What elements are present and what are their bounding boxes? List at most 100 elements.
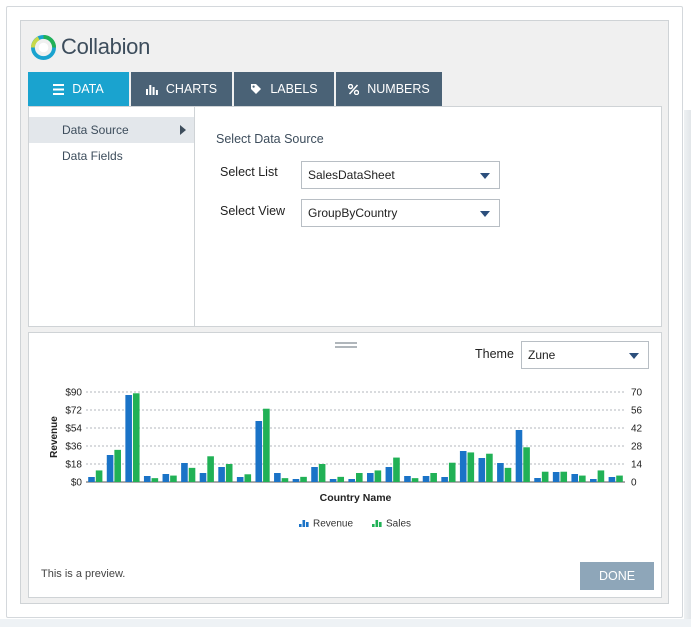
revenue-bar — [534, 478, 541, 482]
sales-bar — [151, 478, 159, 482]
sales-bar — [504, 467, 512, 482]
sales-bar — [300, 476, 307, 482]
preview-note: This is a preview. — [41, 568, 126, 580]
legend-swatch-bar — [299, 524, 302, 527]
sidebar-item-label: Data Source — [62, 123, 129, 137]
select-view-label: Select View — [220, 204, 286, 218]
y2-tick-label: 56 — [631, 406, 643, 417]
revenue-bar — [143, 476, 151, 482]
bar-chart-icon — [145, 84, 158, 95]
caret-down-icon — [480, 173, 490, 179]
legend-swatch-bar — [375, 520, 379, 527]
sales-bar — [244, 474, 252, 482]
revenue-bar — [236, 477, 244, 482]
revenue-bar — [404, 476, 411, 482]
legend-sales-label: Sales — [386, 519, 411, 530]
resize-handle[interactable] — [335, 342, 357, 348]
revenue-bar — [366, 473, 374, 482]
revenue-bar — [515, 430, 523, 482]
sales-bar — [114, 449, 121, 482]
y-tick-label: $0 — [71, 478, 83, 489]
revenue-bar — [552, 472, 560, 482]
tab-charts[interactable]: CHARTS — [131, 72, 232, 106]
theme-dropdown[interactable]: Zune — [521, 341, 649, 369]
sales-bar — [374, 470, 382, 482]
revenue-bar — [311, 467, 318, 482]
revenue-bar — [162, 474, 170, 482]
y-tick-label: $54 — [65, 424, 82, 435]
sales-bar — [393, 457, 400, 482]
legend-swatch-bar — [379, 522, 382, 527]
select-list-label: Select List — [220, 165, 278, 179]
theme-label: Theme — [475, 347, 514, 361]
tab-bar: DATA CHARTS LABELS NUMBERS — [28, 72, 444, 106]
sales-bar — [263, 408, 270, 482]
revenue-bar — [478, 458, 486, 482]
y-tick-label: $36 — [65, 442, 82, 453]
list-icon — [53, 83, 65, 95]
legend-revenue-label: Revenue — [313, 519, 353, 530]
sales-bar — [188, 467, 196, 482]
revenue-bar — [422, 476, 430, 482]
chart-wizard-panel: Collabion DATA CHARTS LABELS NUMBERS — [20, 20, 669, 604]
sales-bar — [597, 470, 605, 482]
sales-bar — [170, 475, 177, 482]
sales-bar — [560, 471, 568, 482]
app-name: Collabion — [61, 34, 151, 59]
percent-icon — [348, 83, 360, 95]
legend-swatch-bar — [302, 520, 306, 527]
sales-bar — [616, 475, 623, 482]
sales-bar — [411, 478, 419, 482]
revenue-bar — [274, 473, 281, 482]
data-config-area: Data Source Data Fields Select Data Sour… — [28, 106, 662, 327]
legend-swatch-bar — [372, 524, 375, 527]
select-list-dropdown[interactable]: SalesDataSheet — [301, 161, 500, 189]
revenue-bar — [385, 467, 393, 482]
tag-icon — [250, 83, 262, 95]
chevron-right-icon — [180, 125, 186, 135]
tab-data[interactable]: DATA — [28, 72, 129, 106]
window-edge — [684, 110, 691, 627]
window-bottom-edge — [0, 619, 691, 627]
y-axis-title: Revenue — [49, 416, 60, 458]
sales-bar — [207, 456, 214, 482]
revenue-bar — [292, 479, 300, 482]
revenue-bar — [459, 451, 467, 482]
done-button[interactable]: DONE — [580, 562, 654, 590]
select-view-dropdown[interactable]: GroupByCountry — [301, 199, 500, 227]
y-tick-label: $72 — [65, 406, 82, 417]
caret-down-icon — [480, 211, 490, 217]
data-sidebar: Data Source Data Fields — [29, 107, 195, 326]
sales-bar — [225, 464, 233, 482]
tab-numbers[interactable]: NUMBERS — [336, 72, 442, 106]
sales-bar — [95, 470, 103, 482]
y2-tick-label: 42 — [631, 424, 643, 435]
y2-tick-label: 14 — [631, 460, 643, 471]
revenue-bar — [329, 479, 337, 482]
tab-numbers-label: NUMBERS — [367, 82, 430, 96]
sales-bar — [448, 462, 456, 482]
caret-down-icon — [629, 353, 639, 359]
sales-bar — [430, 473, 437, 482]
theme-value: Zune — [528, 348, 556, 362]
sales-bar — [281, 478, 289, 482]
select-list-value: SalesDataSheet — [308, 168, 395, 182]
section-title: Select Data Source — [216, 132, 324, 146]
revenue-bar — [571, 474, 579, 482]
revenue-sales-chart: $0 $18 $36 $54 $72 $90 0 14 28 42 56 70 Revenue Count… — [49, 388, 643, 530]
revenue-bar — [106, 455, 114, 482]
tab-data-label: DATA — [72, 82, 104, 96]
y-tick-label: $18 — [65, 460, 82, 471]
sales-bar — [486, 453, 493, 482]
sales-bar — [132, 393, 140, 482]
tab-labels[interactable]: LABELS — [234, 72, 334, 106]
revenue-bar — [348, 479, 355, 482]
sidebar-item-data-source[interactable]: Data Source — [29, 117, 194, 143]
revenue-bar — [497, 463, 504, 482]
sales-bar — [523, 447, 530, 482]
y2-tick-label: 70 — [631, 388, 643, 399]
revenue-bar — [255, 421, 263, 482]
sidebar-item-data-fields[interactable]: Data Fields — [29, 143, 194, 169]
sales-bar — [337, 476, 345, 482]
revenue-bar — [199, 473, 207, 482]
